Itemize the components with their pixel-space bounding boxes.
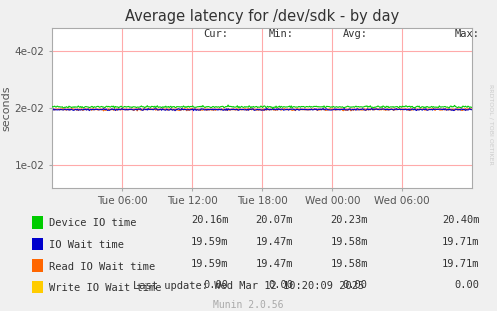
Text: Max:: Max: [455, 29, 480, 39]
Text: 19.47m: 19.47m [256, 237, 293, 247]
Text: 0.00: 0.00 [455, 280, 480, 290]
Text: Munin 2.0.56: Munin 2.0.56 [213, 300, 284, 310]
Y-axis label: seconds: seconds [2, 85, 12, 131]
Text: 20.23m: 20.23m [331, 216, 368, 225]
Text: Write IO Wait time: Write IO Wait time [49, 283, 161, 293]
Text: Device IO time: Device IO time [49, 218, 136, 229]
Text: Cur:: Cur: [204, 29, 229, 39]
Text: IO Wait time: IO Wait time [49, 240, 124, 250]
Text: Last update: Wed Mar 12 10:20:09 2025: Last update: Wed Mar 12 10:20:09 2025 [133, 281, 364, 291]
Text: 19.59m: 19.59m [191, 237, 229, 247]
Text: 0.00: 0.00 [343, 280, 368, 290]
Text: 19.71m: 19.71m [442, 237, 480, 247]
Text: 19.58m: 19.58m [331, 237, 368, 247]
Text: Avg:: Avg: [343, 29, 368, 39]
Text: 20.07m: 20.07m [256, 216, 293, 225]
Text: 19.58m: 19.58m [331, 258, 368, 269]
Text: 0.00: 0.00 [204, 280, 229, 290]
Text: 0.00: 0.00 [268, 280, 293, 290]
Text: 19.59m: 19.59m [191, 258, 229, 269]
Text: 19.47m: 19.47m [256, 258, 293, 269]
Text: RRDTOOL / TOBI OETIKER: RRDTOOL / TOBI OETIKER [489, 84, 494, 165]
Text: 20.16m: 20.16m [191, 216, 229, 225]
Text: Read IO Wait time: Read IO Wait time [49, 262, 155, 272]
Text: Min:: Min: [268, 29, 293, 39]
Text: 19.71m: 19.71m [442, 258, 480, 269]
Text: 20.40m: 20.40m [442, 216, 480, 225]
Title: Average latency for /dev/sdk - by day: Average latency for /dev/sdk - by day [125, 9, 399, 24]
